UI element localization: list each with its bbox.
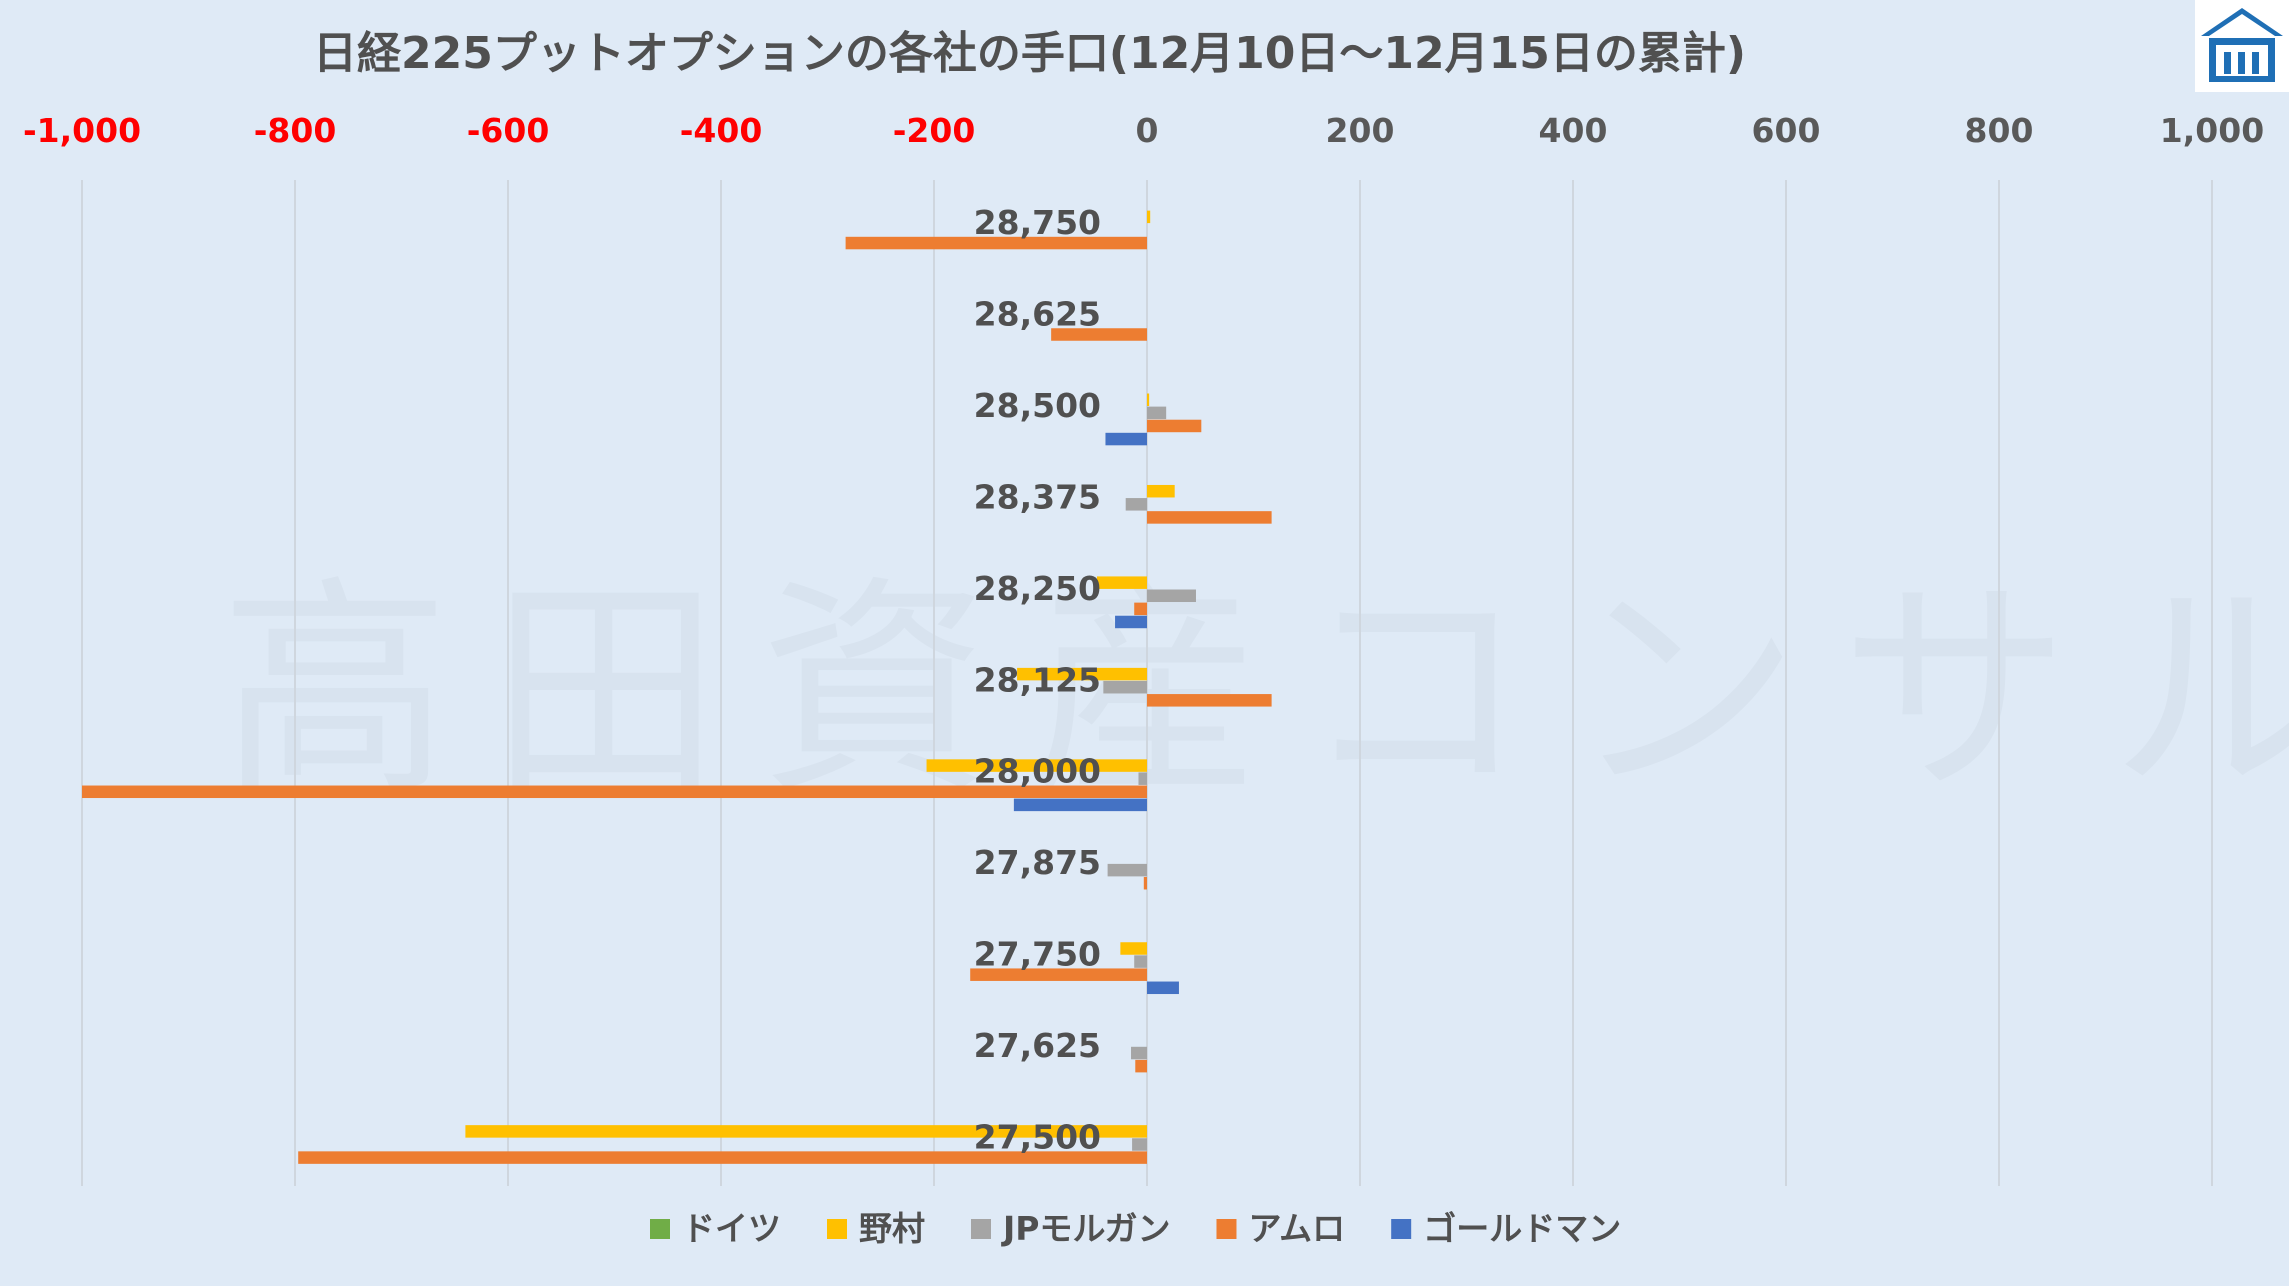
x-tick-label: 800 <box>1965 111 2034 150</box>
bar <box>845 236 1147 250</box>
bar <box>1134 602 1147 616</box>
bar <box>1125 498 1147 511</box>
category-label: 27,875 <box>974 843 1101 882</box>
bar <box>1105 432 1147 446</box>
category-label: 28,500 <box>974 386 1101 425</box>
bar <box>1107 863 1147 877</box>
bar <box>1132 1138 1147 1151</box>
x-tick-label: -400 <box>680 111 763 150</box>
bar <box>1134 955 1147 968</box>
x-axis-tick-labels: -1,000 -800 -600 -400 -200 0 200 400 600 800 1,000 <box>23 111 2264 150</box>
legend-swatch <box>971 1219 991 1239</box>
bar <box>1147 210 1151 224</box>
legend: ドイツ 野村 JPモルガン アムロ ゴールドマン <box>650 1209 1621 1248</box>
bar <box>1135 1059 1147 1073</box>
x-tick-label: 600 <box>1752 111 1821 150</box>
x-tick-label: 0 <box>1136 111 1159 150</box>
category-label: 27,500 <box>974 1118 1101 1157</box>
bar <box>1147 589 1196 603</box>
bar <box>1143 876 1147 890</box>
bar <box>298 1151 1147 1164</box>
x-tick-label: -800 <box>254 111 337 150</box>
watermark: 高田資産コンサル <box>220 558 2289 825</box>
category-label: 28,250 <box>974 569 1101 608</box>
bar <box>1115 615 1147 629</box>
logo <box>2195 0 2289 92</box>
legend-label: アムロ <box>1248 1209 1345 1248</box>
legend-swatch <box>650 1219 670 1239</box>
legend-swatch <box>1391 1219 1412 1239</box>
x-tick-label: -600 <box>467 111 550 150</box>
bar <box>1120 942 1147 955</box>
x-tick-label: -1,000 <box>23 111 141 150</box>
bar <box>1051 328 1147 341</box>
x-tick-label: 400 <box>1539 111 1608 150</box>
category-label: 27,750 <box>974 935 1101 974</box>
category-label: 27,625 <box>974 1026 1101 1065</box>
bar <box>1147 406 1167 420</box>
chart-title: 日経225プットオプションの各社の手口(12月10日～12月15日の累計) <box>313 28 1746 79</box>
grid-lines <box>81 180 2213 1186</box>
bar <box>1131 1046 1147 1060</box>
legend-swatch <box>1216 1219 1237 1239</box>
logo-house-icon <box>2209 38 2275 82</box>
legend-label: ドイツ <box>682 1209 781 1248</box>
bar <box>1147 981 1179 995</box>
legend-label: 野村 <box>859 1209 925 1248</box>
bar <box>1138 772 1147 785</box>
logo-roof-icon <box>2201 8 2283 36</box>
bar <box>82 785 1147 799</box>
logo-pillars-icon <box>2224 52 2259 74</box>
bar <box>1017 667 1147 681</box>
bar <box>926 759 1147 772</box>
category-labels: 28,750 28,625 28,500 28,375 28,250 28,125 28,0… <box>974 203 1101 1157</box>
legend-swatch <box>827 1219 847 1239</box>
bar <box>1013 798 1147 812</box>
x-tick-label: 1,000 <box>2160 111 2264 150</box>
bars <box>82 210 1272 1164</box>
bar <box>1147 484 1175 498</box>
legend-label: JPモルガン <box>1001 1209 1170 1248</box>
bar <box>1096 576 1147 589</box>
legend-label: ゴールドマン <box>1423 1209 1621 1248</box>
category-label: 28,000 <box>974 752 1101 791</box>
x-tick-label: -200 <box>893 111 976 150</box>
bar <box>1147 511 1272 524</box>
x-tick-label: 200 <box>1326 111 1395 150</box>
category-label: 28,375 <box>974 477 1101 516</box>
bar <box>1147 393 1150 407</box>
category-label: 28,625 <box>974 294 1101 333</box>
bar <box>465 1125 1147 1138</box>
bar <box>1103 680 1147 694</box>
bar <box>1147 694 1272 707</box>
bar <box>1147 419 1202 433</box>
category-label: 28,125 <box>974 660 1101 699</box>
category-label: 28,750 <box>974 203 1101 242</box>
bar <box>970 968 1147 981</box>
